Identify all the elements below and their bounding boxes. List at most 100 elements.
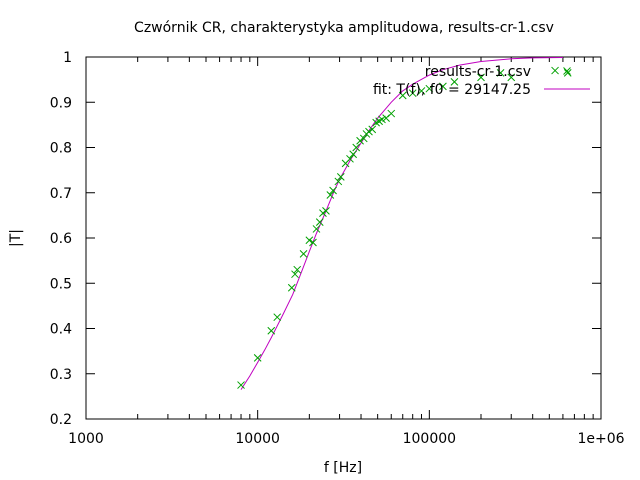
- legend-label: fit: T(f), f0 = 29147.25: [373, 82, 531, 98]
- data-point-stroke: [309, 238, 317, 247]
- data-point-stroke: [293, 265, 302, 274]
- data-point: [352, 143, 361, 152]
- data-point: [346, 154, 354, 163]
- y-tick-label: 0.3: [50, 367, 72, 383]
- data-point: [253, 354, 262, 362]
- data-point: [563, 68, 572, 77]
- data-point-stroke: [322, 206, 330, 215]
- data-point: [299, 249, 308, 258]
- data-point: [287, 283, 296, 292]
- data-point: [315, 218, 324, 227]
- data-point-stroke: [450, 78, 459, 86]
- data-point-stroke: [359, 134, 368, 143]
- data-point: [334, 177, 343, 186]
- data-point-stroke: [237, 381, 245, 389]
- y-tick-label: 0.6: [50, 231, 72, 247]
- data-point: [293, 265, 302, 274]
- chart-title: Czwórnik CR, charakterystyka amplitudowa…: [134, 20, 554, 36]
- data-point: [309, 238, 317, 247]
- data-point: [551, 66, 559, 75]
- data-point-stroke: [439, 82, 447, 91]
- plot-frame: [85, 56, 602, 420]
- data-point: [237, 381, 245, 389]
- data-point: [291, 270, 299, 279]
- data-point-stroke: [253, 354, 262, 362]
- x-tick-label: 1e+06: [577, 431, 624, 447]
- data-point-stroke: [299, 249, 308, 258]
- legend: results-cr-1.csv fit: T(f), f0 = 29147.25: [373, 64, 590, 98]
- legend-label: results-cr-1.csv: [425, 64, 531, 80]
- x-axis-label: f [Hz]: [324, 460, 362, 476]
- data-point-stroke: [368, 125, 377, 134]
- y-tick-label: 0.8: [50, 141, 72, 157]
- data-point-stroke: [346, 154, 354, 163]
- data-point-stroke: [334, 177, 343, 186]
- data-point-stroke: [551, 66, 559, 75]
- data-point: [425, 84, 434, 93]
- data-point-stroke: [326, 191, 335, 199]
- data-point-stroke: [477, 73, 485, 82]
- data-point-stroke: [496, 68, 505, 77]
- data-point: [322, 206, 330, 215]
- data-points-layer: [237, 66, 572, 389]
- data-point-stroke: [417, 87, 426, 95]
- data-point: [408, 89, 417, 98]
- data-point-stroke: [336, 173, 345, 181]
- data-point-stroke: [408, 89, 417, 98]
- y-tick-label: 0.9: [50, 95, 72, 111]
- data-point: [450, 78, 459, 86]
- data-point: [477, 73, 485, 82]
- data-point-stroke: [349, 150, 358, 159]
- data-point: [305, 236, 314, 245]
- legend-marker-sample: [563, 67, 571, 75]
- data-point-stroke: [365, 127, 373, 136]
- data-point-stroke: [563, 68, 572, 77]
- fit-curve: [240, 57, 563, 390]
- data-point-stroke: [387, 109, 396, 118]
- fit-curve-layer: [240, 57, 563, 390]
- data-point-stroke: [329, 186, 337, 195]
- data-point: [378, 115, 386, 124]
- y-axis-ticks: 0.2 0.3 0.4 0.5 0.6 0.7 0.8 0.9 1: [50, 50, 601, 428]
- data-point: [359, 134, 368, 143]
- data-point-stroke: [378, 115, 386, 124]
- data-point-stroke: [425, 84, 434, 93]
- data-point: [336, 173, 345, 181]
- data-point: [417, 87, 426, 95]
- data-point-stroke: [312, 225, 321, 233]
- x-tick-label: 1000: [68, 431, 104, 447]
- y-tick-label: 1: [63, 50, 72, 66]
- data-point-stroke: [356, 136, 364, 145]
- x-tick-label: 10000: [235, 431, 280, 447]
- data-point-stroke: [305, 236, 314, 245]
- data-point-stroke: [273, 313, 282, 322]
- data-point-stroke: [352, 143, 361, 152]
- y-tick-label: 0.2: [50, 412, 72, 428]
- data-point-stroke: [398, 91, 407, 100]
- y-axis-label: |T|: [8, 229, 24, 247]
- data-point: [368, 125, 377, 134]
- data-point: [267, 326, 276, 335]
- data-point: [387, 109, 396, 118]
- y-tick-label: 0.5: [50, 276, 72, 292]
- data-point-stroke: [287, 283, 296, 292]
- x-axis-ticks: 1000 10000 100000 1e+06: [68, 57, 625, 447]
- data-point-stroke: [291, 270, 299, 279]
- data-point-stroke: [315, 218, 324, 227]
- data-point: [507, 73, 516, 82]
- data-point-stroke: [507, 73, 516, 82]
- data-point-stroke: [267, 326, 276, 335]
- data-point: [349, 150, 358, 159]
- data-point: [273, 313, 282, 322]
- data-point: [398, 91, 407, 100]
- data-point: [439, 82, 447, 91]
- data-point: [326, 191, 335, 199]
- data-point: [496, 68, 505, 77]
- y-tick-label: 0.4: [50, 322, 72, 338]
- x-tick-label: 100000: [403, 431, 456, 447]
- data-point: [365, 127, 373, 136]
- y-tick-label: 0.7: [50, 186, 72, 202]
- data-point: [312, 225, 321, 233]
- data-point: [329, 186, 337, 195]
